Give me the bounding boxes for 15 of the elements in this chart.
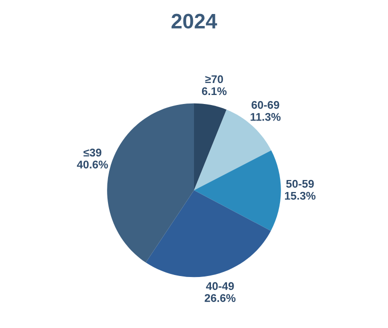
data-label: 15.3%: [284, 192, 316, 200]
chart-title: 2024: [172, 14, 218, 29]
pie-slice: [107, 103, 194, 263]
data-label: 11.3%: [250, 112, 281, 121]
data-label: 40.6%: [76, 160, 108, 168]
slice-label: 50-59: [286, 180, 314, 188]
pie-slice: [194, 150, 281, 231]
pie-slice: [194, 103, 227, 190]
slice-label: ≥70: [205, 75, 223, 84]
slice-label: 60-69: [252, 101, 280, 109]
data-label: 6.1%: [202, 87, 227, 96]
slice-label: 40-49: [206, 282, 234, 290]
data-label: 26.6%: [204, 294, 236, 302]
slice-label: ≤39: [84, 148, 102, 157]
pie-slice: [146, 190, 271, 278]
